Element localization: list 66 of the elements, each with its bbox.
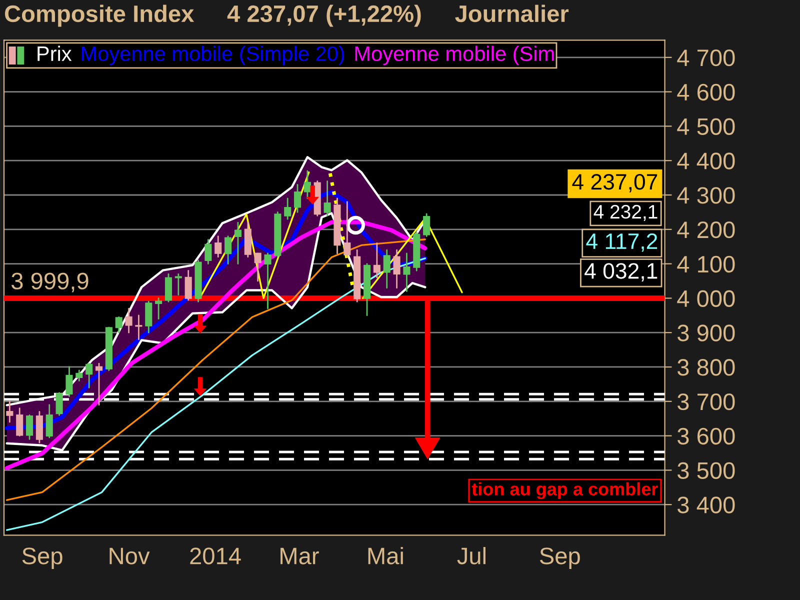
annotation: 4 232,1 <box>594 204 658 221</box>
candlestick <box>324 180 331 216</box>
y-tick-label: 4 100 <box>677 256 735 273</box>
line-series <box>6 257 426 531</box>
y-tick-label: 4 500 <box>677 118 735 135</box>
candlestick <box>164 273 172 302</box>
candlestick <box>254 252 262 282</box>
candlestick <box>155 297 162 320</box>
candlestick <box>174 273 182 296</box>
candlestick <box>36 411 43 444</box>
candlestick <box>284 198 292 220</box>
candlestick <box>184 270 192 301</box>
x-tick-label: Sep <box>540 548 580 570</box>
candlestick <box>373 242 380 278</box>
chart-title: Composite Index 4 237,07 (+1,22%) Journalier <box>4 4 569 27</box>
y-tick-label: 3 900 <box>678 324 735 342</box>
x-tick-label: Mai <box>368 547 403 564</box>
y-tick-label: 3 400 <box>678 496 735 514</box>
annotation: 4 032,1 <box>584 263 658 282</box>
y-tick-label: 3 800 <box>678 359 735 376</box>
y-tick-label: 3 700 <box>678 393 735 410</box>
ref-line-label: 3 999,9 <box>12 272 88 292</box>
x-tick-label: Sep <box>22 548 62 570</box>
candlestick <box>234 222 242 264</box>
annotation: 4 237,07 <box>572 174 658 192</box>
x-tick-label: 2014 <box>190 548 241 564</box>
legend-label: Prix <box>38 46 72 61</box>
candlestick <box>76 370 83 382</box>
candlestick <box>56 392 63 416</box>
candlestick <box>66 366 73 397</box>
candlestick <box>264 252 272 310</box>
candlestick <box>125 308 132 334</box>
x-tick-label: Nov <box>110 548 150 564</box>
y-tick-label: 3 600 <box>678 428 735 445</box>
y-tick-label: 4 600 <box>677 84 735 101</box>
candlestick <box>294 184 302 213</box>
candlestick <box>224 236 232 264</box>
candlestick <box>115 316 122 334</box>
y-tick-label: 4 000 <box>677 290 735 307</box>
candlestick <box>135 314 142 340</box>
candlestick <box>95 362 103 406</box>
candlestick <box>214 236 222 258</box>
candlestick <box>423 213 430 237</box>
candlestick <box>393 249 400 289</box>
candlestick <box>145 300 152 334</box>
candlestick <box>204 239 212 264</box>
candlestick <box>46 404 53 438</box>
candlestick <box>86 362 93 388</box>
candlestick <box>403 252 410 292</box>
y-tick-label: 4 200 <box>677 221 735 238</box>
x-tick-label: Mar <box>280 548 319 564</box>
candlestick <box>383 249 390 289</box>
annotation: 4 117,2 <box>586 233 658 252</box>
candlestick <box>26 414 34 440</box>
text: Moyenne mobile (Simple 20) <box>82 46 344 66</box>
candlestick <box>344 201 351 258</box>
y-tick-label: 4 300 <box>677 187 735 204</box>
annotation: tion au gap a combler <box>472 482 658 500</box>
y-tick-label: 4 700 <box>677 49 735 66</box>
text: Moyenne mobile (Sim <box>355 46 554 66</box>
candlestick <box>6 400 14 423</box>
y-tick-label: 3 500 <box>678 462 735 479</box>
candlestick <box>16 408 24 436</box>
x-tick-label: Jul <box>457 547 486 564</box>
y-tick-label: 4 400 <box>677 152 735 170</box>
line-series <box>6 238 426 501</box>
